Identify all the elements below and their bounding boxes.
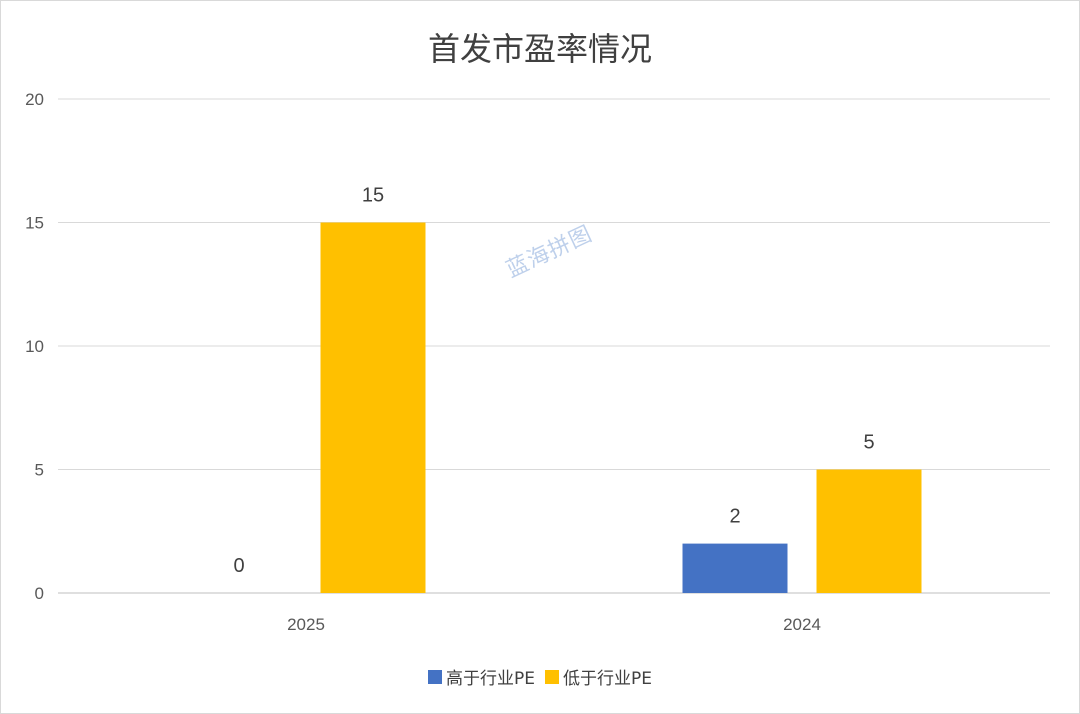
- y-tick-label-20: 20: [25, 90, 44, 109]
- y-axis-ticks: 0 5 10 15 20: [25, 90, 44, 603]
- data-label-2025-0: 0: [233, 555, 244, 577]
- x-tick-label-2024: 2024: [783, 615, 821, 634]
- y-tick-label-5: 5: [35, 461, 44, 480]
- y-tick-label-10: 10: [25, 337, 44, 356]
- data-label-2025-1: 15: [362, 185, 384, 207]
- x-tick-label-2025: 2025: [287, 615, 325, 634]
- data-label-2024-0: 2: [729, 506, 740, 528]
- legend-swatch-yellow: [545, 669, 559, 684]
- chart-title: 首发市盈率情况: [427, 30, 652, 68]
- bar-2024-1: [816, 469, 922, 593]
- y-tick-label-15: 15: [25, 214, 44, 233]
- y-tick-label-0: 0: [35, 584, 44, 603]
- legend-item-below: 低于行业PE: [545, 664, 652, 689]
- x-axis-ticks: 2025 2024: [287, 615, 821, 634]
- data-label-2024-1: 5: [863, 432, 874, 454]
- legend-swatch-blue: [428, 669, 442, 684]
- legend-item-above: 高于行业PE: [428, 664, 535, 689]
- chart-legend: 高于行业PE 低于行业PE: [0, 664, 1080, 689]
- legend-label-above: 高于行业PE: [446, 669, 535, 689]
- bars: [320, 222, 922, 593]
- bar-2025-1: [320, 222, 426, 593]
- bar-2024-0: [682, 543, 788, 593]
- data-labels: 0 15 2 5: [233, 185, 874, 578]
- legend-label-below: 低于行业PE: [563, 669, 652, 689]
